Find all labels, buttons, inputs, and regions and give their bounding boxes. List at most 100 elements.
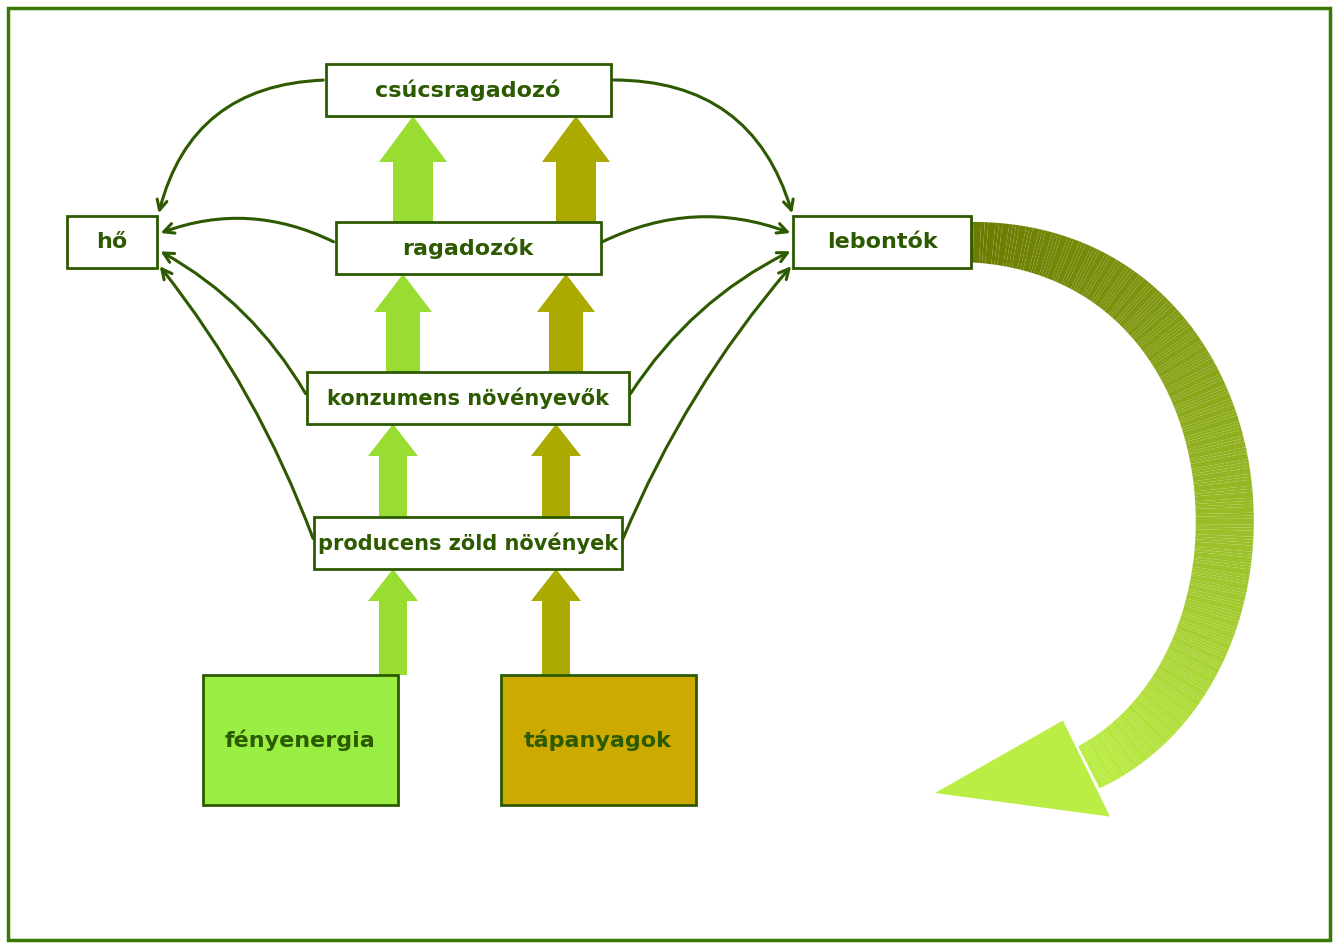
Polygon shape (1149, 330, 1196, 363)
Polygon shape (1128, 704, 1168, 744)
Polygon shape (1172, 636, 1224, 664)
Polygon shape (1057, 239, 1080, 284)
FancyBboxPatch shape (202, 675, 397, 805)
Polygon shape (1040, 232, 1056, 276)
Polygon shape (1105, 726, 1139, 769)
Polygon shape (1112, 720, 1148, 762)
Polygon shape (1104, 271, 1139, 314)
Polygon shape (1009, 225, 1020, 267)
Polygon shape (1012, 226, 1026, 269)
Polygon shape (994, 223, 1002, 265)
Polygon shape (1132, 701, 1172, 738)
Polygon shape (1103, 269, 1135, 311)
Polygon shape (1111, 277, 1144, 318)
Polygon shape (1092, 261, 1121, 303)
Polygon shape (991, 223, 999, 264)
Polygon shape (1167, 366, 1218, 393)
Polygon shape (1176, 392, 1231, 418)
Polygon shape (1147, 681, 1193, 716)
Polygon shape (1127, 708, 1164, 746)
Polygon shape (1094, 263, 1127, 306)
Polygon shape (1176, 390, 1228, 413)
Polygon shape (1193, 474, 1251, 483)
Polygon shape (1191, 459, 1248, 471)
Polygon shape (1163, 658, 1211, 686)
Polygon shape (1140, 314, 1185, 352)
Polygon shape (531, 569, 581, 601)
Polygon shape (1179, 401, 1234, 423)
Polygon shape (1098, 266, 1129, 308)
Text: hő: hő (96, 232, 127, 252)
Text: fényenergia: fényenergia (225, 729, 376, 751)
Polygon shape (973, 222, 981, 263)
Polygon shape (1179, 398, 1232, 421)
Polygon shape (1052, 237, 1070, 281)
Polygon shape (1137, 696, 1179, 732)
Polygon shape (1180, 615, 1235, 639)
Polygon shape (1195, 498, 1254, 504)
Polygon shape (1195, 539, 1254, 546)
Polygon shape (1193, 552, 1252, 564)
FancyBboxPatch shape (793, 216, 971, 268)
Polygon shape (1123, 290, 1160, 329)
Polygon shape (1156, 668, 1204, 700)
Polygon shape (385, 312, 420, 372)
Polygon shape (1101, 730, 1132, 772)
Polygon shape (970, 222, 974, 263)
Polygon shape (542, 456, 570, 517)
Polygon shape (1187, 592, 1243, 608)
Polygon shape (1004, 224, 1013, 266)
Polygon shape (1156, 342, 1204, 374)
Polygon shape (557, 162, 595, 222)
Polygon shape (1189, 447, 1247, 462)
Polygon shape (1116, 718, 1151, 758)
Polygon shape (1073, 247, 1097, 291)
Polygon shape (1184, 421, 1240, 440)
Polygon shape (1139, 312, 1181, 348)
Polygon shape (1029, 229, 1042, 273)
Polygon shape (1143, 319, 1187, 354)
Polygon shape (1185, 598, 1242, 616)
Polygon shape (1157, 345, 1207, 378)
Text: konzumens növényevők: konzumens növényevők (326, 387, 609, 409)
Polygon shape (1183, 415, 1239, 437)
Polygon shape (1108, 275, 1141, 316)
Polygon shape (1140, 690, 1184, 727)
Polygon shape (1084, 255, 1111, 298)
Polygon shape (1046, 235, 1068, 280)
Polygon shape (1131, 702, 1171, 740)
Polygon shape (1193, 556, 1251, 567)
Polygon shape (531, 424, 581, 456)
Polygon shape (1195, 503, 1254, 509)
Polygon shape (1132, 302, 1173, 340)
Polygon shape (1192, 567, 1250, 578)
Polygon shape (1195, 541, 1252, 552)
Polygon shape (542, 601, 570, 675)
Polygon shape (982, 222, 989, 264)
Polygon shape (1124, 710, 1161, 749)
Polygon shape (1196, 513, 1254, 517)
Polygon shape (1077, 250, 1105, 295)
Polygon shape (1185, 601, 1240, 619)
Polygon shape (1181, 612, 1236, 633)
Polygon shape (1195, 501, 1254, 506)
Polygon shape (1163, 356, 1212, 384)
Polygon shape (1034, 230, 1052, 275)
Polygon shape (1021, 228, 1033, 270)
Polygon shape (1195, 537, 1254, 542)
Polygon shape (375, 274, 432, 312)
Polygon shape (1086, 738, 1116, 783)
Polygon shape (1195, 547, 1252, 555)
Polygon shape (393, 162, 434, 222)
Polygon shape (1175, 388, 1228, 411)
Polygon shape (1054, 238, 1074, 283)
Polygon shape (1192, 462, 1250, 474)
Polygon shape (1183, 412, 1238, 432)
Polygon shape (1192, 465, 1250, 476)
Polygon shape (1179, 622, 1232, 645)
Polygon shape (1161, 660, 1210, 689)
Polygon shape (1188, 589, 1244, 605)
Polygon shape (1111, 722, 1144, 763)
Polygon shape (1145, 684, 1189, 719)
Polygon shape (1151, 678, 1195, 711)
